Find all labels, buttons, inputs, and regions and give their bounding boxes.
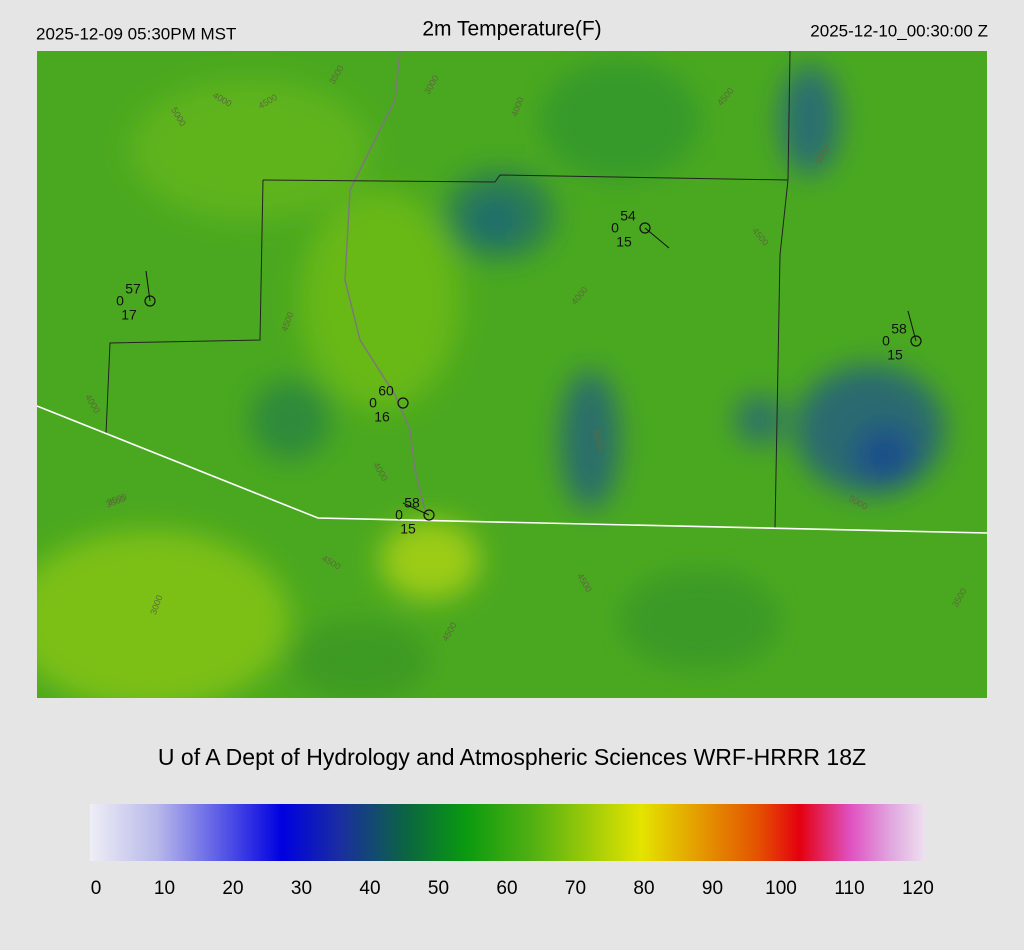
local-time: 2025-12-09 05:30PM MST xyxy=(36,24,236,43)
colorbar-tick-label: 100 xyxy=(765,878,797,899)
colorbar-tick-label: 0 xyxy=(91,878,102,899)
colorbar-tick-label: 110 xyxy=(834,878,864,899)
station-dew: 15 xyxy=(400,521,416,537)
wind-barb xyxy=(644,227,670,249)
footer: U of A Dept of Hydrology and Atmospheric… xyxy=(158,744,866,770)
station-temp: 58 xyxy=(404,495,420,511)
station-temp: 58 xyxy=(891,321,907,337)
station-wind: 0 xyxy=(116,293,124,309)
colorbar-tick-label: 60 xyxy=(496,878,517,899)
colorbar-tick-label: 70 xyxy=(565,878,586,899)
colorbar-tick-label: 80 xyxy=(633,878,654,899)
colorbar xyxy=(90,804,925,861)
station-temp: 57 xyxy=(125,281,141,297)
station-wind: 0 xyxy=(395,507,403,523)
colorbar-tick-label: 10 xyxy=(154,878,175,899)
wind-barb xyxy=(145,270,151,302)
wind-barb xyxy=(402,502,430,516)
station-dew: 15 xyxy=(887,347,903,363)
colorbar-tick-label: 30 xyxy=(291,878,312,899)
station-marker xyxy=(910,335,922,347)
station-marker xyxy=(144,295,156,307)
station-marker xyxy=(397,397,409,409)
colorbar-tick-label: 20 xyxy=(222,878,243,899)
station-marker xyxy=(423,509,435,521)
map-title: 2m Temperature(F) xyxy=(422,18,601,41)
colorbar-tick-label: 40 xyxy=(359,878,380,899)
colorbar-tick-label: 50 xyxy=(428,878,449,899)
colorbar-tick-label: 90 xyxy=(702,878,723,899)
station-temp: 60 xyxy=(378,383,394,399)
map-field xyxy=(37,51,987,698)
wind-barb xyxy=(907,310,917,342)
station-dew: 16 xyxy=(374,409,390,425)
station-wind: 0 xyxy=(369,395,377,411)
station-dew: 17 xyxy=(121,307,137,323)
station-temp: 54 xyxy=(620,208,636,224)
station-wind: 0 xyxy=(611,220,619,236)
colorbar-tick-label: 120 xyxy=(902,878,934,899)
station-wind: 0 xyxy=(882,333,890,349)
valid-time: 2025-12-10_00:30:00 Z xyxy=(810,21,988,40)
station-dew: 15 xyxy=(616,234,632,250)
station-marker xyxy=(639,222,651,234)
